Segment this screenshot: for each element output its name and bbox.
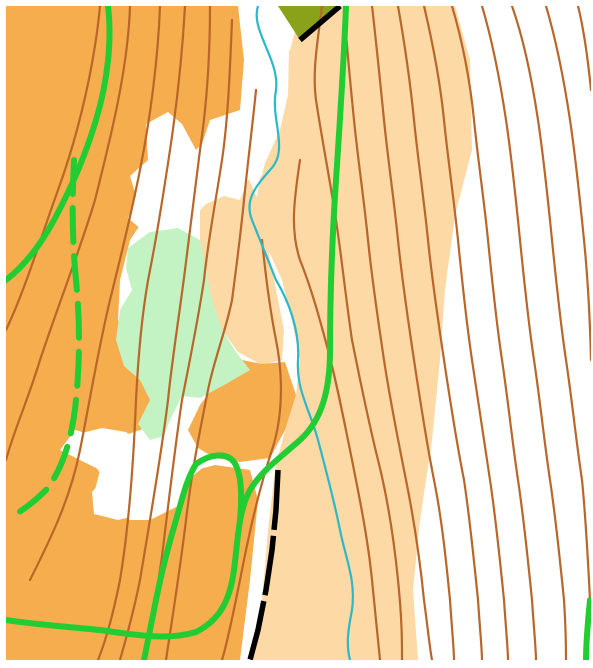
contour-line: [6, 6, 132, 462]
contour-line: [510, 6, 591, 602]
dark-open-land: [6, 6, 258, 660]
contour-line: [480, 6, 568, 660]
contour-line: [96, 6, 187, 660]
light-open-land-left: [200, 170, 284, 365]
black-track-main: [247, 469, 281, 660]
green-trail: [6, 6, 349, 640]
green-trail: [6, 6, 113, 283]
contour-line: [292, 158, 382, 660]
contour-line: [6, 6, 102, 332]
contour-line: [342, 6, 434, 660]
contour-line: [220, 238, 282, 660]
contour-line: [28, 6, 162, 582]
stream: [248, 6, 354, 660]
green-trails: [6, 6, 591, 660]
contour-line: [313, 6, 404, 660]
contour-line: [142, 18, 234, 660]
black-track-top: [298, 6, 342, 43]
contour-line: [422, 6, 510, 660]
black-track: [247, 6, 342, 660]
orienteering-map[interactable]: [6, 6, 591, 660]
green-trail: [141, 461, 199, 660]
contour-lines: [6, 6, 591, 660]
green-trail: [193, 452, 245, 523]
contour-line: [544, 6, 591, 362]
contour-line: [118, 6, 212, 660]
contour-line: [396, 6, 484, 660]
olive-area: [278, 6, 338, 40]
green-trail: [583, 597, 591, 660]
green-trail-dashed: [9, 157, 82, 519]
contour-line: [370, 6, 456, 660]
contour-line: [576, 6, 591, 92]
contour-line: [164, 88, 258, 660]
light-open-land: [250, 6, 472, 660]
dark-open-land-mid: [188, 358, 296, 462]
light-green-vegetation: [116, 228, 250, 440]
contour-line: [450, 6, 538, 660]
